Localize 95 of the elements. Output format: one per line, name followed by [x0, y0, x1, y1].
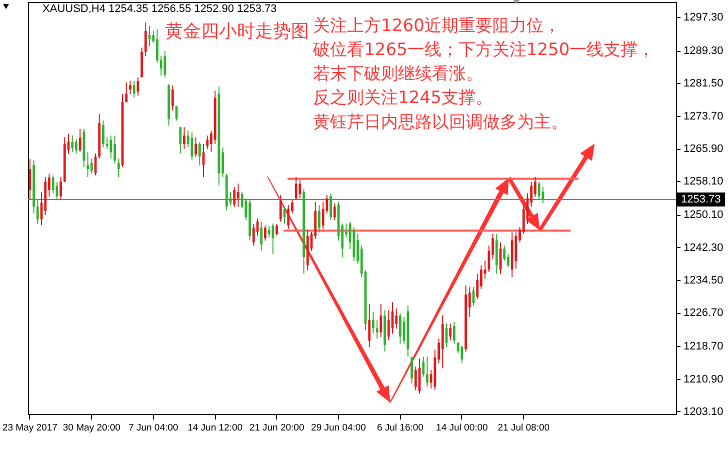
candlestick: [322, 201, 324, 230]
x-tick-label: 14 Jun 12:00: [188, 422, 243, 434]
candlestick: [198, 142, 201, 166]
candlestick: [206, 135, 209, 150]
candlestick: [380, 303, 382, 338]
candlestick: [460, 344, 464, 364]
y-tick-label: 1203.10: [684, 406, 724, 418]
annotation: 若末下破则继续看涨。: [313, 64, 484, 84]
y-tick-label: 1281.50: [684, 78, 724, 90]
x-tick-label: 29 Jun 04:00: [311, 422, 366, 434]
y-tick-label: 1218.70: [684, 340, 724, 353]
candlestick: [395, 308, 398, 330]
candlestick: [90, 158, 93, 174]
candlestick: [399, 313, 402, 344]
candlestick: [28, 158, 32, 201]
candlestick: [183, 126, 186, 150]
candlestick: [453, 321, 456, 344]
candlestick: [268, 225, 270, 238]
x-tick-label: 14 Jul 00:00: [436, 422, 488, 434]
candlestick: [144, 22, 147, 57]
candlestick: [287, 204, 290, 230]
candlestick: [86, 152, 89, 178]
candlestick: [194, 136, 197, 158]
candlestick: [78, 128, 82, 152]
y-tick-label: 1250.10: [684, 209, 724, 222]
candlestick: [160, 56, 162, 76]
candlestick: [252, 223, 255, 246]
candlestick: [110, 135, 112, 160]
candlestick: [36, 198, 39, 224]
candlestick: [414, 366, 417, 391]
candlestick: [179, 126, 182, 154]
candlestick: [422, 356, 425, 378]
y-tick-label: 1234.50: [684, 274, 724, 287]
candlestick: [542, 186, 544, 204]
candlestick: [171, 85, 174, 111]
candlestick: [164, 50, 166, 78]
y-tick-label: 1297.30: [684, 12, 724, 24]
candlestick: [114, 135, 116, 164]
candlestick: [190, 132, 194, 161]
candlestick: [294, 176, 298, 201]
y-tick-label: 1210.90: [684, 373, 724, 386]
x-tick-label: 21 Jul 08:00: [498, 422, 550, 434]
ref-line-label: 1253.73: [681, 194, 721, 206]
candlestick: [276, 223, 278, 236]
candlestick: [503, 245, 506, 262]
candlestick: [426, 356, 428, 388]
candlestick: [52, 174, 54, 194]
candlestick: [410, 356, 413, 384]
x-tick-label: 6 Jul 16:00: [376, 422, 424, 434]
x-tick-label: 21 Jun 20:00: [249, 422, 304, 434]
candlestick: [71, 135, 74, 152]
candlestick: [132, 80, 136, 98]
candlestick: [260, 221, 263, 252]
candlestick: [148, 25, 151, 46]
y-tick-label: 1226.70: [684, 307, 724, 320]
candlestick: [136, 76, 140, 96]
candlestick: [272, 222, 274, 255]
candlestick: [298, 180, 302, 199]
candlestick: [330, 192, 332, 221]
candlestick: [60, 176, 62, 201]
candlestick: [117, 158, 120, 178]
candlestick: [376, 320, 378, 340]
candlestick: [237, 183, 240, 208]
y-tick-label: 1242.30: [684, 242, 724, 254]
candlestick: [264, 225, 266, 242]
annotation: 破位看1265一线；下方关注1250一线支撑，: [312, 40, 655, 60]
y-tick-label: 1258.10: [684, 176, 724, 188]
candlestick: [333, 202, 336, 221]
candlestick: [387, 310, 390, 341]
candlestick: [449, 323, 452, 341]
x-tick-label: 23 May 2017: [2, 422, 58, 434]
candlestick: [106, 136, 108, 150]
candlestick: [102, 120, 104, 148]
candlestick: [318, 204, 320, 233]
annotation: 关注上方1260近期重要阻力位，: [313, 16, 560, 36]
y-tick-label: 1265.90: [684, 143, 724, 156]
candlestick: [538, 182, 540, 201]
text: 黄金四小时走势图: [165, 20, 310, 42]
x-tick-label: 7 Jun 04:00: [128, 422, 178, 434]
candlestick: [476, 273, 479, 300]
candlestick: [372, 311, 374, 334]
y-tick-label: 1289.30: [684, 45, 724, 58]
candlestick: [125, 82, 128, 103]
chart-subtitle: XAUUSD,H4 1254.35 1256.55 1252.90 1253.73: [42, 3, 277, 16]
x-tick-label: 30 May 20:00: [62, 422, 120, 434]
candlestick: [75, 138, 78, 154]
annotation: 黄钰芹日内思路以回调做多为主。: [313, 112, 568, 132]
candlestick: [233, 186, 236, 208]
candlestick: [156, 28, 158, 64]
candlestick: [279, 194, 282, 222]
y-tick-label: 1273.70: [684, 110, 724, 122]
candlestick: [368, 303, 371, 348]
candlestick: [129, 80, 132, 95]
annotation: 反之则关注1245支撑。: [313, 88, 492, 108]
candlestick: [56, 182, 58, 201]
